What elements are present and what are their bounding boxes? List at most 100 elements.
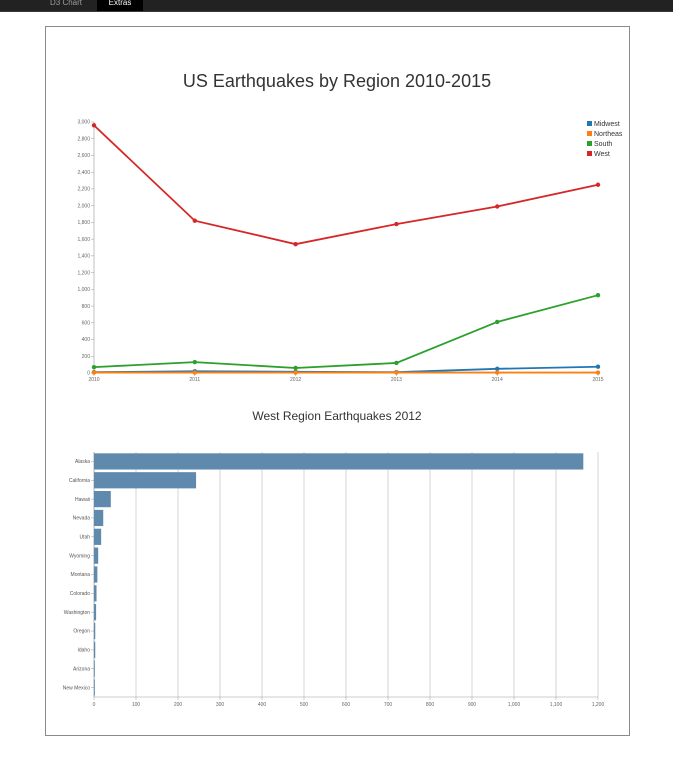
series-line-south — [93, 294, 599, 369]
data-point-west — [293, 241, 298, 247]
data-point-west — [91, 123, 97, 128]
y-tick-label: 1,000 — [77, 287, 90, 293]
data-point-south — [394, 360, 399, 366]
data-point-south — [595, 292, 601, 298]
y-tick-label: 0 — [87, 371, 90, 377]
category-label-new-mexico: New Mexico — [63, 685, 90, 691]
series-line-west — [93, 124, 599, 246]
bar-washington — [94, 604, 97, 621]
x-tick-label: 700 — [384, 702, 393, 708]
bar-alaska — [94, 453, 584, 470]
y-tick-label: 800 — [82, 304, 91, 310]
y-tick-label: 1,400 — [77, 254, 90, 260]
legend-swatch-south — [587, 141, 592, 146]
charts-svg: US Earthquakes by Region 2010-2015 West … — [63, 71, 623, 708]
y-tick-label: 2,200 — [77, 187, 90, 193]
x-tick-label: 300 — [216, 702, 225, 708]
y-tick-label: 2,800 — [77, 136, 90, 142]
data-point-northeas — [192, 370, 197, 375]
chart-panel: US Earthquakes by Region 2010-2015 West … — [45, 26, 630, 736]
legend-swatch-midwest — [587, 121, 592, 126]
y-tick-label: 1,800 — [77, 220, 90, 226]
x-tick-label: 0 — [93, 702, 96, 708]
bar-nevada — [94, 509, 104, 527]
x-tick-label: 600 — [342, 702, 351, 708]
x-tick-label: 400 — [258, 702, 267, 708]
data-point-midwest — [495, 366, 500, 372]
y-tick-label: 400 — [82, 337, 91, 343]
line-chart: 0 200 400 600 800 1,000 1,200 1,400 1,600 1,800 2,… — [77, 120, 622, 383]
data-point-northeas — [91, 370, 97, 375]
category-label-california: California — [69, 478, 90, 484]
x-tick-label: 2014 — [492, 377, 503, 383]
category-label-washington: Washington — [64, 610, 90, 616]
bar-montana — [94, 566, 98, 583]
category-label-nevada: Nevada — [73, 516, 90, 522]
tab-d3-chart[interactable]: D3 Chart — [50, 0, 83, 7]
data-point-west — [192, 218, 197, 223]
top-navbar: D3 Chart Extras — [0, 0, 673, 12]
x-tick-label: 1,100 — [550, 702, 563, 708]
series-line-midwest — [93, 365, 599, 374]
data-point-south — [495, 319, 500, 325]
y-tick-label: 2,000 — [77, 203, 90, 209]
y-tick-label: 1,200 — [77, 270, 90, 276]
x-tick-label: 100 — [132, 702, 141, 708]
x-tick-label: 2015 — [592, 377, 603, 383]
data-point-northeas — [495, 370, 500, 375]
x-tick-label: 800 — [426, 702, 435, 708]
x-tick-label: 1,200 — [592, 702, 605, 708]
bar-wyoming — [94, 547, 99, 564]
bar-oregon — [94, 622, 96, 640]
x-tick-label: 900 — [468, 702, 477, 708]
line-chart-title: US Earthquakes by Region 2010-2015 — [183, 71, 491, 91]
data-point-south — [192, 359, 197, 365]
bar-hawaii — [94, 491, 111, 508]
category-label-idaho: Idaho — [77, 648, 90, 654]
data-point-west — [595, 182, 601, 187]
data-point-west — [495, 204, 500, 209]
legend-swatch-northeas — [587, 131, 592, 136]
y-tick-label: 3,000 — [77, 120, 90, 126]
legend-swatch-west — [587, 151, 592, 156]
category-label-alaska: Alaska — [75, 459, 90, 465]
legend-label-midwest: Midwest — [594, 121, 620, 128]
x-tick-label: 2013 — [391, 377, 402, 383]
bar-new-mexico — [94, 679, 95, 696]
category-label-oregon: Oregon — [73, 629, 90, 635]
bar-california — [94, 472, 197, 489]
bar-idaho — [94, 641, 96, 658]
data-point-west — [394, 221, 399, 227]
category-label-wyoming: Wyoming — [69, 553, 90, 559]
y-tick-label: 1,600 — [77, 237, 90, 243]
data-point-northeas — [394, 370, 399, 375]
y-tick-label: 600 — [82, 321, 91, 327]
category-label-arizona: Arizona — [73, 666, 90, 672]
y-tick-label: 200 — [82, 354, 91, 360]
bar-chart-title: West Region Earthquakes 2012 — [252, 409, 422, 423]
legend-label-south: South — [594, 141, 612, 148]
tab-extras[interactable]: Extras — [97, 0, 143, 11]
x-tick-label: 2011 — [189, 377, 200, 383]
legend-label-northeas: Northeas — [594, 131, 623, 138]
category-label-colorado: Colorado — [70, 591, 91, 597]
x-tick-label: 2012 — [290, 377, 301, 383]
x-tick-label: 500 — [300, 702, 309, 708]
category-label-utah: Utah — [79, 535, 90, 541]
legend-label-west: West — [594, 151, 610, 158]
bar-colorado — [94, 585, 97, 602]
data-point-northeas — [595, 370, 601, 375]
y-tick-label: 2,600 — [77, 153, 90, 159]
x-tick-label: 2010 — [88, 377, 99, 383]
bar-chart: 0 100 200 300 400 500 600 700 800 900 1,000 1,100 1,… — [63, 452, 605, 708]
data-point-south — [91, 364, 97, 370]
bar-utah — [94, 528, 102, 545]
category-label-hawaii: Hawaii — [75, 497, 90, 503]
data-point-south — [293, 365, 298, 371]
category-label-montana: Montana — [71, 572, 91, 578]
x-tick-label: 200 — [174, 702, 183, 708]
bar-arizona — [94, 660, 95, 677]
y-tick-label: 2,400 — [77, 170, 90, 176]
data-point-northeas — [293, 370, 298, 375]
x-tick-label: 1,000 — [508, 702, 521, 708]
